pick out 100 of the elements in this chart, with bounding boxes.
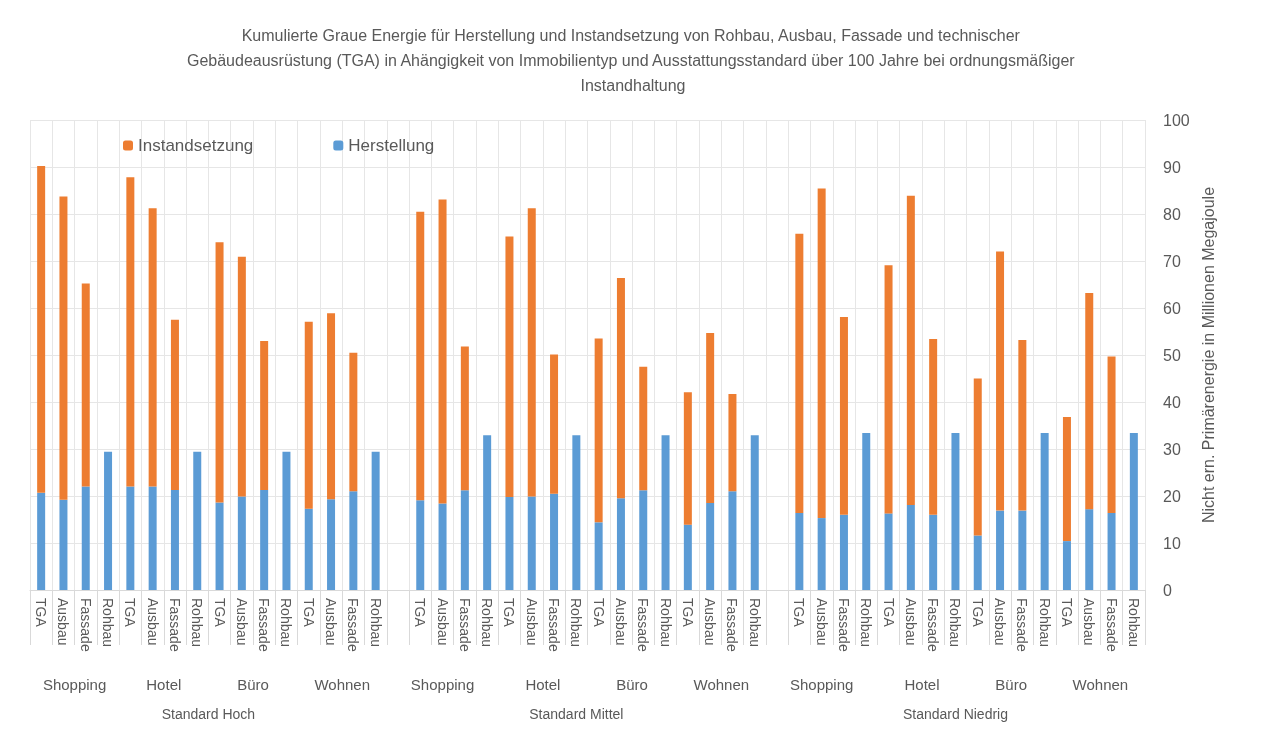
bar [81, 486, 90, 590]
bar [817, 518, 826, 590]
bar [371, 451, 380, 590]
bar [349, 491, 358, 590]
text: Wohnen [693, 675, 750, 693]
bar [483, 435, 492, 590]
bar [37, 166, 46, 493]
bar [572, 435, 581, 590]
x-tick-label: TGA [211, 598, 228, 628]
bar [215, 502, 224, 590]
bar [148, 208, 157, 487]
bar [1040, 433, 1049, 590]
x-tick-label: Rohbau [858, 598, 875, 648]
x-tick-label: Fassade [1014, 598, 1031, 652]
text: Büro [237, 675, 269, 693]
x-tick-label: Ausbau [702, 598, 719, 646]
bar [906, 504, 915, 590]
bar [59, 499, 68, 590]
bar [906, 195, 915, 505]
bar [193, 451, 202, 590]
bar [237, 256, 246, 497]
bar [104, 451, 113, 590]
bar [416, 500, 425, 590]
bar [884, 265, 893, 514]
bar [683, 524, 692, 590]
bar [795, 233, 804, 513]
x-tick-label: TGA [1058, 598, 1075, 628]
bar [304, 508, 313, 590]
text: Büro [995, 675, 1028, 693]
y-tick-label: 80 [1163, 205, 1181, 223]
bar [327, 499, 336, 590]
text: Büro [616, 675, 648, 693]
bar [37, 492, 46, 590]
bar [1018, 339, 1027, 511]
x-tick-label: Fassade [166, 598, 183, 652]
x-tick-label: Rohbau [278, 598, 295, 648]
y-axis-title: Nicht ern. Primärenergie in Millionen Megajoule [1200, 186, 1218, 524]
text: Shopping [410, 675, 475, 693]
legend-label: Instandsetzung [138, 136, 254, 155]
bar [996, 251, 1005, 511]
x-tick-label: Fassade [1103, 598, 1120, 652]
text: Wohnen [1072, 675, 1129, 693]
x-tick-label: Fassade [546, 598, 563, 652]
x-tick-label: Ausbau [612, 598, 629, 646]
x-tick-label: Rohbau [657, 598, 674, 648]
bar [884, 513, 893, 590]
x-tick-label: Fassade [456, 598, 473, 652]
bar [349, 352, 358, 492]
bar [215, 242, 224, 503]
legend-label: Herstellung [348, 136, 435, 155]
x-tick-label: Rohbau [479, 598, 496, 648]
text: Wohnen [314, 675, 370, 693]
bar [706, 332, 715, 504]
bar [839, 514, 848, 590]
x-tick-label: TGA [679, 598, 696, 628]
bar [1062, 417, 1071, 542]
bar [661, 435, 670, 590]
bar [750, 435, 759, 590]
bar [416, 211, 425, 501]
y-tick-label: 90 [1163, 158, 1181, 176]
x-tick-label: Ausbau [323, 598, 340, 646]
bar [639, 490, 648, 590]
bar [1107, 356, 1116, 513]
x-tick-label: Rohbau [947, 598, 964, 648]
text: Hotel [904, 675, 940, 693]
bar [728, 491, 737, 590]
bar [706, 503, 715, 590]
text: Standard Hoch [161, 706, 256, 722]
bar [170, 319, 179, 490]
bar [527, 208, 536, 497]
text: Standard Niedrig [902, 706, 1008, 722]
y-tick-label: 10 [1163, 534, 1181, 552]
bar [527, 496, 536, 590]
bar [438, 199, 447, 504]
x-tick-label: Ausbau [813, 598, 830, 646]
bar [973, 535, 982, 590]
x-tick-label: Fassade [925, 598, 942, 652]
bar [839, 316, 848, 515]
x-tick-label: Ausbau [902, 598, 919, 646]
text: Hotel [525, 675, 561, 693]
x-tick-label: TGA [33, 598, 50, 628]
bar [170, 489, 179, 590]
bar [438, 503, 447, 590]
y-tick-label: 40 [1163, 393, 1181, 411]
bar [996, 510, 1005, 590]
bar [460, 346, 469, 491]
bar [460, 490, 469, 590]
bar [505, 236, 514, 497]
x-tick-label: TGA [122, 598, 139, 628]
x-tick-label: Ausbau [434, 598, 451, 646]
text: Hotel [146, 675, 182, 693]
bar [951, 433, 960, 590]
x-tick-label: Rohbau [1036, 598, 1053, 648]
bar [59, 196, 68, 500]
y-tick-label: 0 [1163, 581, 1172, 599]
y-tick-label: 70 [1163, 252, 1181, 270]
x-tick-label: Rohbau [746, 598, 763, 648]
x-tick-label: Fassade [256, 598, 273, 652]
bar [795, 512, 804, 590]
bar [260, 340, 269, 490]
